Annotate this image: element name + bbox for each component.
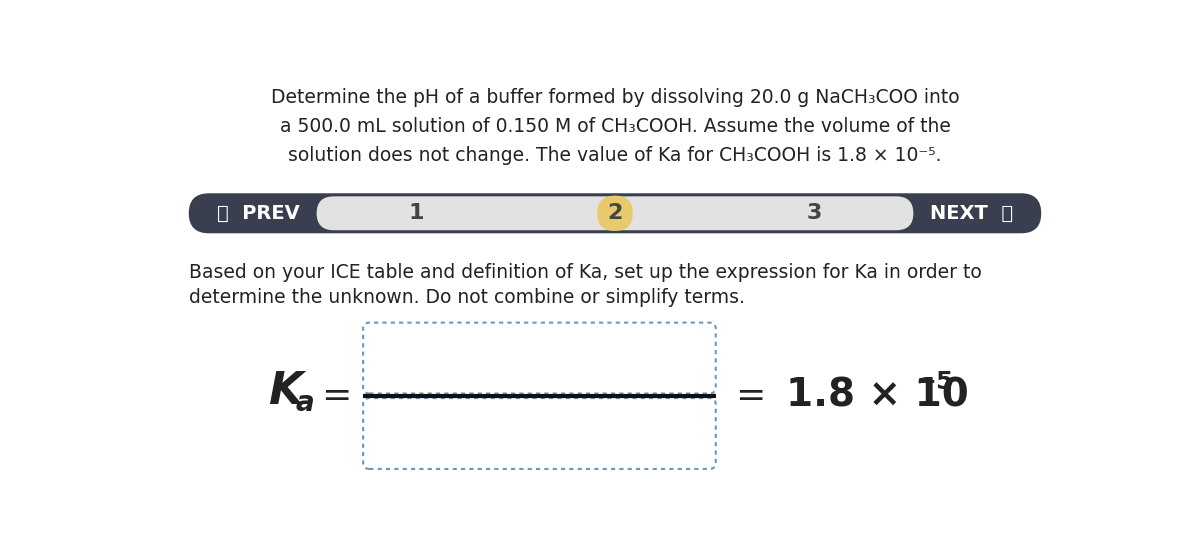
Text: 1: 1 xyxy=(408,203,424,223)
FancyBboxPatch shape xyxy=(364,398,715,469)
Text: 2: 2 xyxy=(607,203,623,223)
FancyBboxPatch shape xyxy=(364,323,715,393)
Text: K: K xyxy=(269,370,302,413)
Text: =: = xyxy=(736,379,766,413)
Text: a: a xyxy=(295,390,314,418)
Text: NEXT  〉: NEXT 〉 xyxy=(930,204,1013,223)
Text: =: = xyxy=(320,379,352,413)
Text: a 500.0 mL solution of 0.150 M of CH₃COOH. Assume the volume of the: a 500.0 mL solution of 0.150 M of CH₃COO… xyxy=(280,117,950,136)
Text: −5: −5 xyxy=(916,370,954,394)
Text: solution does not change. The value of Ka for CH₃COOH is 1.8 × 10⁻⁵.: solution does not change. The value of K… xyxy=(288,146,942,165)
Text: Determine the pH of a buffer formed by dissolving 20.0 g NaCH₃COO into: Determine the pH of a buffer formed by d… xyxy=(271,88,959,107)
Text: Based on your ICE table and definition of Ka, set up the expression for Ka in or: Based on your ICE table and definition o… xyxy=(188,264,982,282)
Text: determine the unknown. Do not combine or simplify terms.: determine the unknown. Do not combine or… xyxy=(188,288,745,307)
FancyBboxPatch shape xyxy=(598,196,632,231)
FancyBboxPatch shape xyxy=(317,196,913,230)
Text: 1.8 × 10: 1.8 × 10 xyxy=(786,377,968,415)
FancyBboxPatch shape xyxy=(188,194,1042,233)
Text: 3: 3 xyxy=(806,203,822,223)
Text: 〈  PREV: 〈 PREV xyxy=(217,204,300,223)
